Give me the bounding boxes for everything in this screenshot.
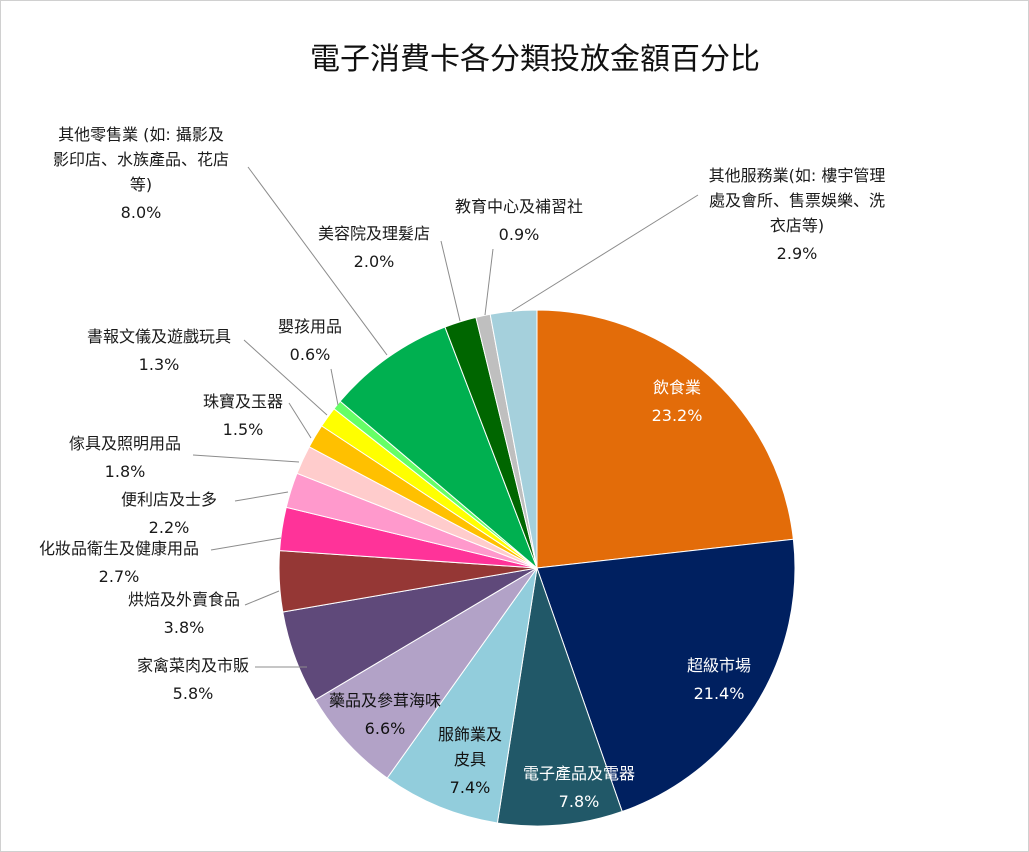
- data-label-category: 嬰孩用品: [278, 317, 342, 336]
- data-label: 珠寶及玉器 1.5%: [203, 392, 283, 439]
- data-label-value: 2.2%: [149, 518, 190, 537]
- data-label: 書報文儀及遊戲玩具 1.3%: [87, 327, 231, 374]
- data-label-category: 等): [130, 175, 152, 194]
- pie-slice: [536, 309, 794, 569]
- data-label-category: 其他零售業 (如: 攝影及: [58, 125, 224, 144]
- data-label-category: 其他服務業(如: 樓宇管理: [709, 166, 886, 185]
- data-label: 飲食業 23.2%: [652, 378, 703, 425]
- data-label-value: 2.7%: [99, 567, 140, 586]
- data-label-value: 3.8%: [164, 618, 205, 637]
- data-label-value: 6.6%: [365, 719, 406, 738]
- data-label-value: 1.5%: [223, 420, 264, 439]
- data-label-category: 珠寶及玉器: [203, 392, 283, 411]
- pie-slice: [386, 567, 538, 824]
- data-label-category: 書報文儀及遊戲玩具: [87, 327, 231, 346]
- data-label-category: 藥品及參茸海味: [329, 691, 441, 710]
- leader-line: [288, 402, 312, 439]
- data-label: 便利店及士多 2.2%: [121, 490, 217, 537]
- data-label-category: 家禽菜肉及市販: [137, 656, 249, 675]
- data-label-category: 教育中心及補習社: [455, 197, 583, 216]
- leader-line: [234, 491, 289, 502]
- data-label-value: 2.9%: [777, 244, 818, 263]
- data-label-category: 超級市場: [687, 656, 751, 675]
- leader-line: [330, 368, 339, 406]
- data-label-value: 2.0%: [354, 252, 395, 271]
- leader-line: [192, 454, 300, 463]
- data-label-value: 21.4%: [694, 684, 745, 703]
- data-label-category: 烘焙及外賣食品: [128, 590, 240, 609]
- data-label-category: 電子產品及電器: [523, 764, 635, 783]
- pie-slice: [489, 309, 538, 569]
- data-label-value: 7.8%: [559, 792, 600, 811]
- data-label: 嬰孩用品 0.6%: [278, 317, 342, 364]
- data-label: 化妝品衛生及健康用品 2.7%: [39, 539, 199, 586]
- data-label: 超級市場 21.4%: [687, 656, 751, 703]
- pie-slice: [536, 538, 796, 813]
- data-label-value: 0.6%: [290, 345, 331, 364]
- data-label-value: 5.8%: [173, 684, 214, 703]
- data-label-value: 1.3%: [139, 355, 180, 374]
- data-label-category: 皮具: [454, 750, 486, 769]
- data-label-value: 23.2%: [652, 406, 703, 425]
- chart-title: 電子消費卡各分類投放金額百分比: [310, 42, 760, 77]
- data-label-category: 傢具及照明用品: [69, 434, 181, 453]
- data-label-value: 8.0%: [121, 203, 162, 222]
- leader-line: [210, 537, 282, 551]
- data-label: 烘焙及外賣食品 3.8%: [128, 590, 240, 637]
- leader-line: [511, 194, 699, 312]
- data-label-category: 服飾業及: [438, 725, 502, 744]
- leader-line: [243, 339, 328, 416]
- leader-line: [484, 248, 494, 316]
- pie-slice: [339, 326, 538, 569]
- data-label: 電子產品及電器 7.8%: [523, 764, 635, 811]
- data-label: 教育中心及補習社 0.9%: [455, 197, 583, 244]
- data-label: 美容院及理髮店 2.0%: [318, 224, 430, 271]
- data-label-value: 1.8%: [105, 462, 146, 481]
- data-label-category: 衣店等): [770, 216, 824, 235]
- data-label-category: 飲食業: [653, 378, 701, 397]
- data-label-value: 7.4%: [450, 778, 491, 797]
- data-label: 家禽菜肉及市販 5.8%: [137, 656, 249, 703]
- leader-line: [244, 590, 280, 606]
- data-label-value: 0.9%: [499, 225, 540, 244]
- leader-line: [247, 166, 388, 356]
- data-label-category: 美容院及理髮店: [318, 224, 430, 243]
- pie-slice: [314, 567, 538, 779]
- data-label-category: 影印店、水族產品、花店: [53, 150, 229, 169]
- data-label-category: 便利店及士多: [121, 490, 217, 509]
- leader-line: [440, 240, 461, 322]
- data-label: 傢具及照明用品 1.8%: [69, 434, 181, 481]
- data-label-category: 處及會所、售票娛樂、洗: [709, 191, 885, 210]
- data-label: 藥品及參茸海味 6.6%: [329, 691, 441, 738]
- data-label-category: 化妝品衛生及健康用品: [39, 539, 199, 558]
- pie-slice: [496, 567, 623, 827]
